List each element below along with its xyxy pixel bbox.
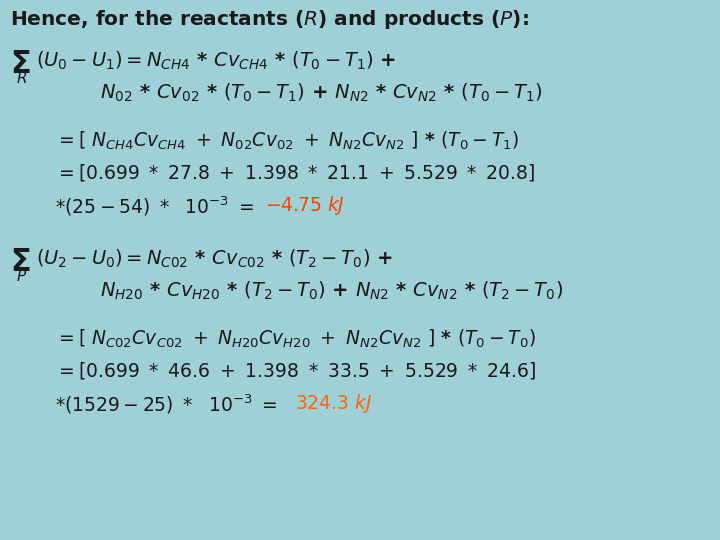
- Text: $(U_0 - U_1) = N_{CH4}$ * $Cv_{CH4}$ * $(T_0 - T_1)$ +: $(U_0 - U_1) = N_{CH4}$ * $Cv_{CH4}$ * $…: [36, 50, 396, 72]
- Text: $N_{02}$ * $Cv_{02}$ * $(T_0 - T_1)$ + $N_{N2}$ * $Cv_{N2}$ * $(T_0 - T_1)$: $N_{02}$ * $Cv_{02}$ * $(T_0 - T_1)$ + $…: [100, 82, 542, 104]
- Text: $\it{P}$: $\it{P}$: [16, 268, 27, 284]
- Text: $*(1529 - 25)\ *\ \ 10^{-3}\ =\ $: $*(1529 - 25)\ *\ \ 10^{-3}\ =\ $: [55, 392, 278, 415]
- Text: $= [0.699\ *\ 46.6\ +\ 1.398\ *\ 33.5\ +\ 5.529\ *\ 24.6]$: $= [0.699\ *\ 46.6\ +\ 1.398\ *\ 33.5\ +…: [55, 360, 536, 381]
- Text: $N_{H20}$ * $Cv_{H20}$ * $(T_2 - T_0)$ + $N_{N2}$ * $Cv_{N2}$ * $(T_2 - T_0)$: $N_{H20}$ * $Cv_{H20}$ * $(T_2 - T_0)$ +…: [100, 280, 563, 302]
- Text: $\bf{\Sigma}$: $\bf{\Sigma}$: [10, 50, 30, 79]
- Text: $- 4.75\ kJ$: $- 4.75\ kJ$: [265, 194, 345, 217]
- Text: $324.3\ kJ$: $324.3\ kJ$: [295, 392, 373, 415]
- Text: $\bf{\Sigma}$: $\bf{\Sigma}$: [10, 248, 30, 277]
- Text: $\it{R}$: $\it{R}$: [16, 70, 27, 86]
- Text: $= [\ N_{CH4}Cv_{CH4}\ +\ N_{02}Cv_{02}\ +\ N_{N2}Cv_{N2}\ ]$ * $(T_0 - T_1)$: $= [\ N_{CH4}Cv_{CH4}\ +\ N_{02}Cv_{02}\…: [55, 130, 519, 152]
- Text: $= [\ N_{C02}Cv_{C02}\ +\ N_{H20}Cv_{H20}\ +\ N_{N2}Cv_{N2}\ ]$ * $(T_0 - T_0)$: $= [\ N_{C02}Cv_{C02}\ +\ N_{H20}Cv_{H20…: [55, 328, 536, 350]
- Text: $(U_2 - U_0) = N_{C02}$ * $Cv_{C02}$ * $(T_2 - T_0)$ +: $(U_2 - U_0) = N_{C02}$ * $Cv_{C02}$ * $…: [36, 248, 393, 271]
- Text: $= [0.699\ *\ 27.8\ +\ 1.398\ *\ 21.1\ +\ 5.529\ *\ 20.8]$: $= [0.699\ *\ 27.8\ +\ 1.398\ *\ 21.1\ +…: [55, 162, 535, 183]
- Text: Hence, for the reactants ($\it{R}$) and products ($\it{P}$):: Hence, for the reactants ($\it{R}$) and …: [10, 8, 528, 31]
- Text: $*(25 - 54)\ *\ \ 10^{-3}\ =\ $: $*(25 - 54)\ *\ \ 10^{-3}\ =\ $: [55, 194, 254, 218]
